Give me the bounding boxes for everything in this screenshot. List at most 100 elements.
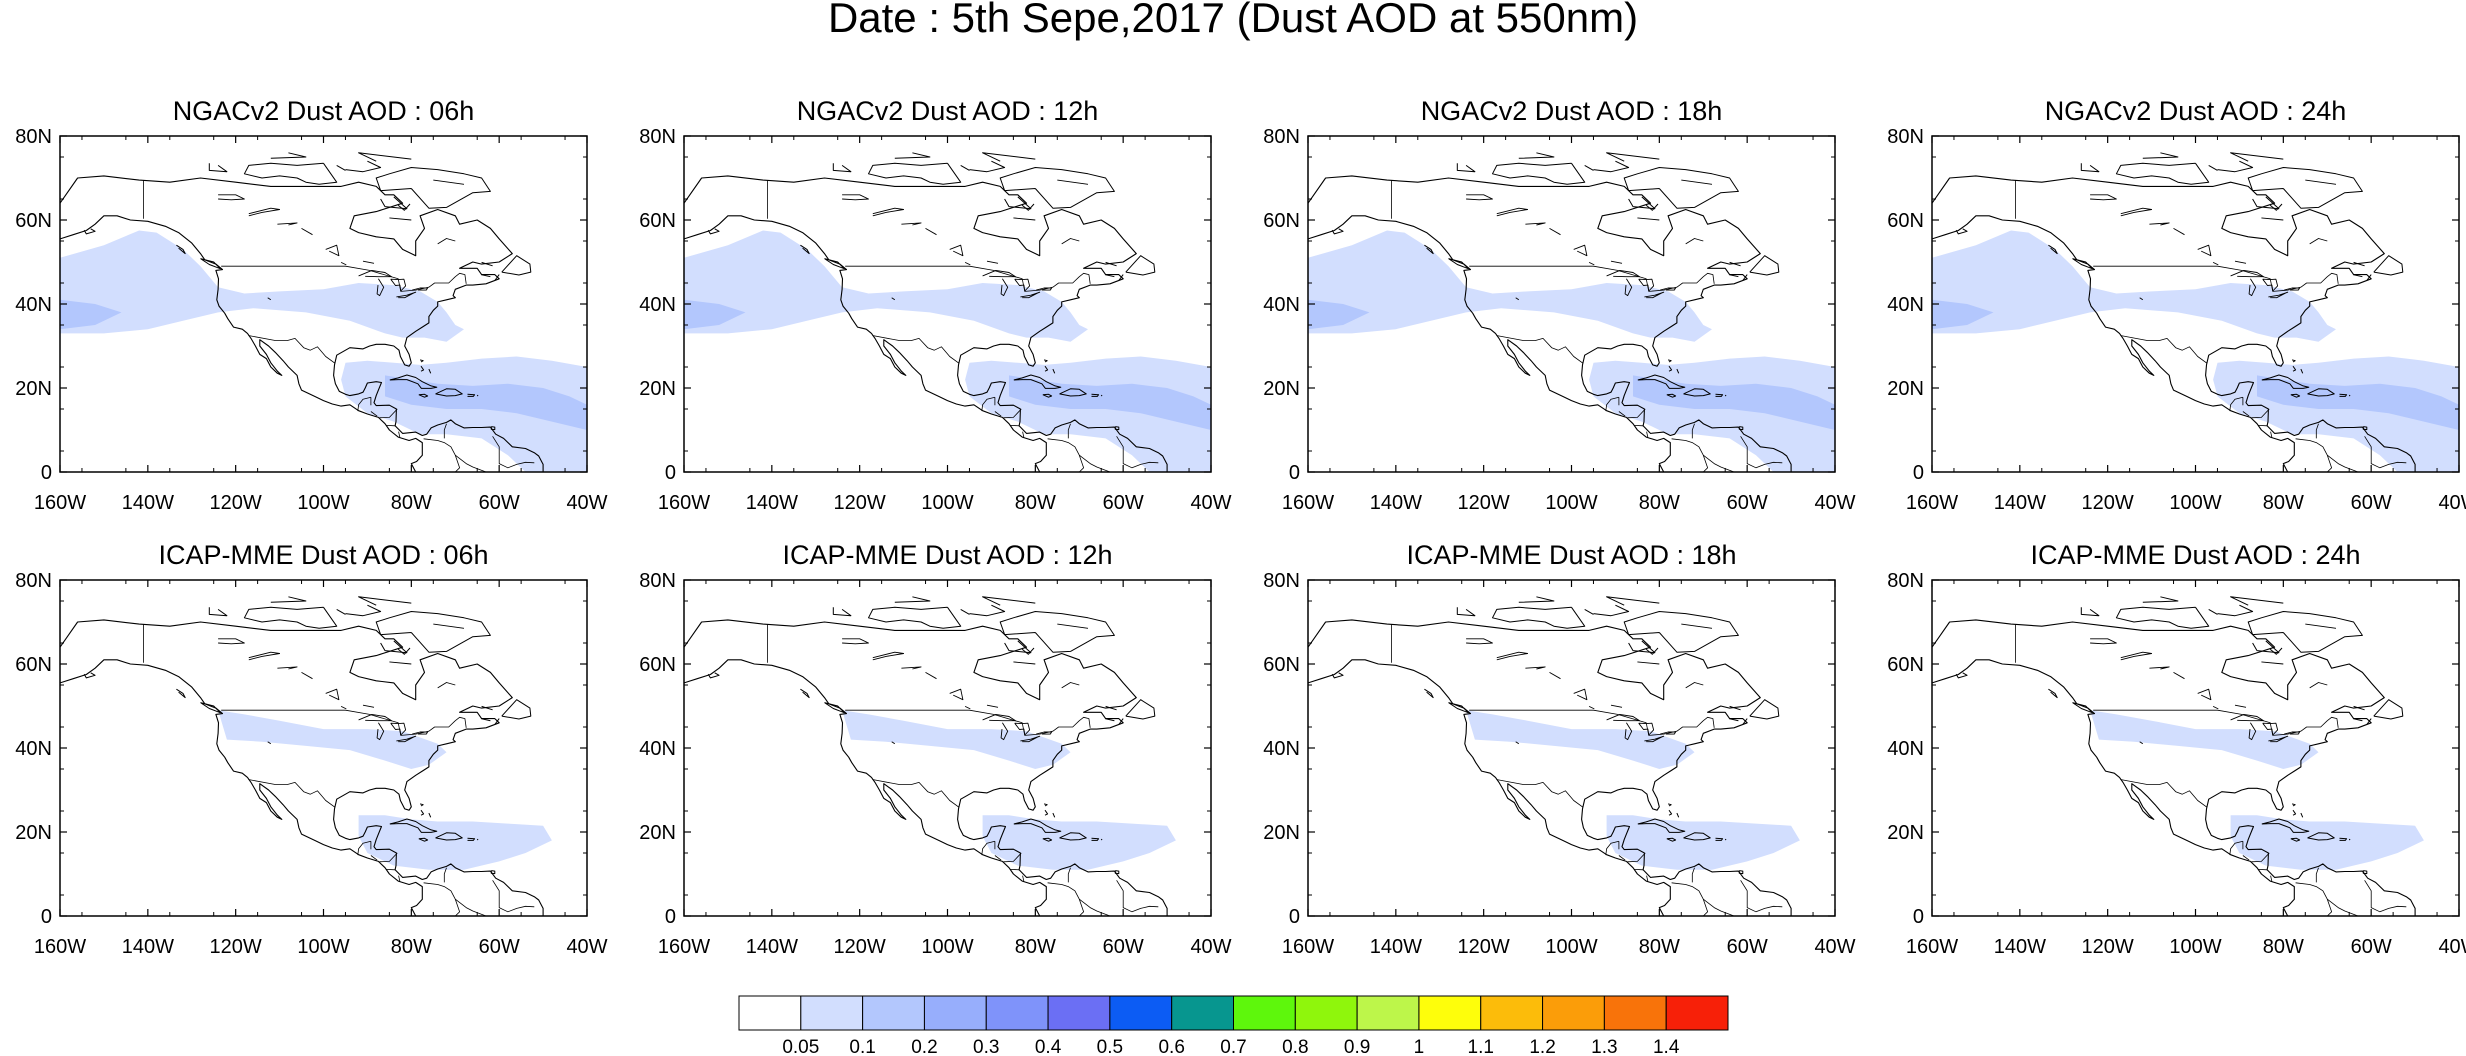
x-tick-label: 140W — [1370, 936, 1422, 958]
island — [1004, 640, 1032, 654]
x-tick-label: 140W — [746, 936, 798, 958]
x-tick-label: 140W — [1994, 936, 2046, 958]
island — [208, 607, 228, 617]
island — [2048, 244, 2058, 255]
colorbar-label: 0.05 — [782, 1037, 819, 1056]
country-border — [2242, 411, 2250, 417]
x-tick-label: 100W — [297, 492, 349, 514]
island — [419, 803, 424, 807]
island — [1645, 203, 1659, 211]
x-tick-label: 120W — [834, 492, 886, 514]
island — [1676, 812, 1680, 818]
country-border — [1078, 455, 1084, 472]
colorbar-swatch — [1171, 995, 1234, 1031]
lake — [325, 244, 340, 257]
dust-plume-core — [684, 299, 746, 330]
island — [1448, 702, 1469, 714]
country-border — [1618, 411, 1626, 417]
lake — [2139, 741, 2144, 745]
x-tick-label: 120W — [210, 492, 262, 514]
x-tick-label: 120W — [2082, 936, 2134, 958]
y-tick-label: 80N — [1263, 126, 1300, 148]
country-border — [248, 779, 336, 808]
y-tick-label: 40N — [639, 294, 676, 316]
y-tick-label: 20N — [1263, 378, 1300, 400]
country-border — [1671, 438, 1735, 472]
island — [2115, 606, 2210, 629]
island — [358, 596, 412, 606]
map-panel: NGACv2 Dust AOD : 06h 160W 140W 120W 100W 80W… — [15, 96, 607, 514]
y-tick-label: 60N — [15, 654, 52, 676]
island — [1955, 228, 1968, 235]
y-tick-label: 20N — [1887, 378, 1924, 400]
lake — [1466, 194, 1493, 201]
lake — [277, 666, 298, 670]
coastline — [1932, 215, 2295, 472]
island — [2353, 718, 2363, 722]
island — [1676, 368, 1680, 374]
lake — [2197, 244, 2212, 257]
lake — [949, 244, 964, 257]
island — [1593, 160, 1630, 173]
x-tick-label: 100W — [2169, 492, 2221, 514]
x-tick-label: 100W — [2169, 936, 2221, 958]
coastline — [684, 215, 1047, 472]
island — [1645, 647, 1659, 655]
lake — [982, 269, 1017, 278]
x-tick-label: 160W — [658, 492, 710, 514]
lake — [1013, 217, 1036, 221]
lake — [1515, 297, 1520, 301]
island — [200, 258, 221, 270]
colorbar-swatch — [1603, 995, 1667, 1031]
island — [2261, 818, 2310, 833]
island — [960, 608, 970, 615]
island — [707, 228, 720, 235]
colorbar-label: 0.5 — [1097, 1037, 1123, 1056]
lake — [358, 713, 393, 722]
lake — [925, 228, 937, 236]
island — [1715, 837, 1724, 841]
lake — [340, 261, 347, 266]
island — [1628, 196, 1656, 210]
x-tick-label: 160W — [1906, 492, 1958, 514]
x-tick-label: 40W — [566, 492, 607, 514]
country-border — [1702, 899, 1708, 916]
island — [2353, 261, 2365, 267]
y-tick-label: 0 — [1289, 906, 1300, 928]
country-border — [1691, 423, 1695, 439]
map-panel: NGACv2 Dust AOD : 18h 160W 140W 120W 100W 80W… — [1263, 96, 1855, 514]
country-border — [2229, 396, 2244, 412]
country-border — [1469, 265, 1715, 292]
island — [358, 152, 412, 162]
lake — [1606, 713, 1641, 722]
island — [494, 718, 500, 725]
island — [176, 244, 186, 255]
map-panel: NGACv2 Dust AOD : 24h 160W 140W 120W 100W 80W… — [1887, 96, 2466, 514]
y-tick-label: 20N — [1263, 822, 1300, 844]
island — [1125, 699, 1156, 720]
map-panel: ICAP-MME Dust AOD : 06h 160W 140W 120W 100W 8… — [15, 540, 607, 958]
lake — [2120, 651, 2153, 661]
island — [1114, 870, 1120, 875]
country-border — [454, 899, 461, 916]
coastline — [1932, 619, 2416, 916]
y-tick-label: 20N — [15, 378, 52, 400]
y-tick-label: 0 — [1289, 462, 1300, 484]
island — [243, 162, 338, 185]
colorbar-label: 0.8 — [1282, 1037, 1308, 1056]
lake — [872, 207, 905, 217]
lake — [2139, 297, 2144, 301]
lake — [1685, 238, 1704, 245]
lake — [1624, 278, 1633, 297]
island — [2348, 394, 2351, 397]
panel-title: NGACv2 Dust AOD : 12h — [797, 96, 1099, 126]
island — [345, 160, 382, 173]
island — [2292, 809, 2297, 816]
island — [894, 596, 931, 603]
y-tick-label: 0 — [665, 906, 676, 928]
island — [1021, 203, 1035, 211]
island — [345, 604, 382, 617]
island — [2366, 274, 2372, 281]
island — [397, 203, 411, 211]
island — [2300, 812, 2304, 818]
